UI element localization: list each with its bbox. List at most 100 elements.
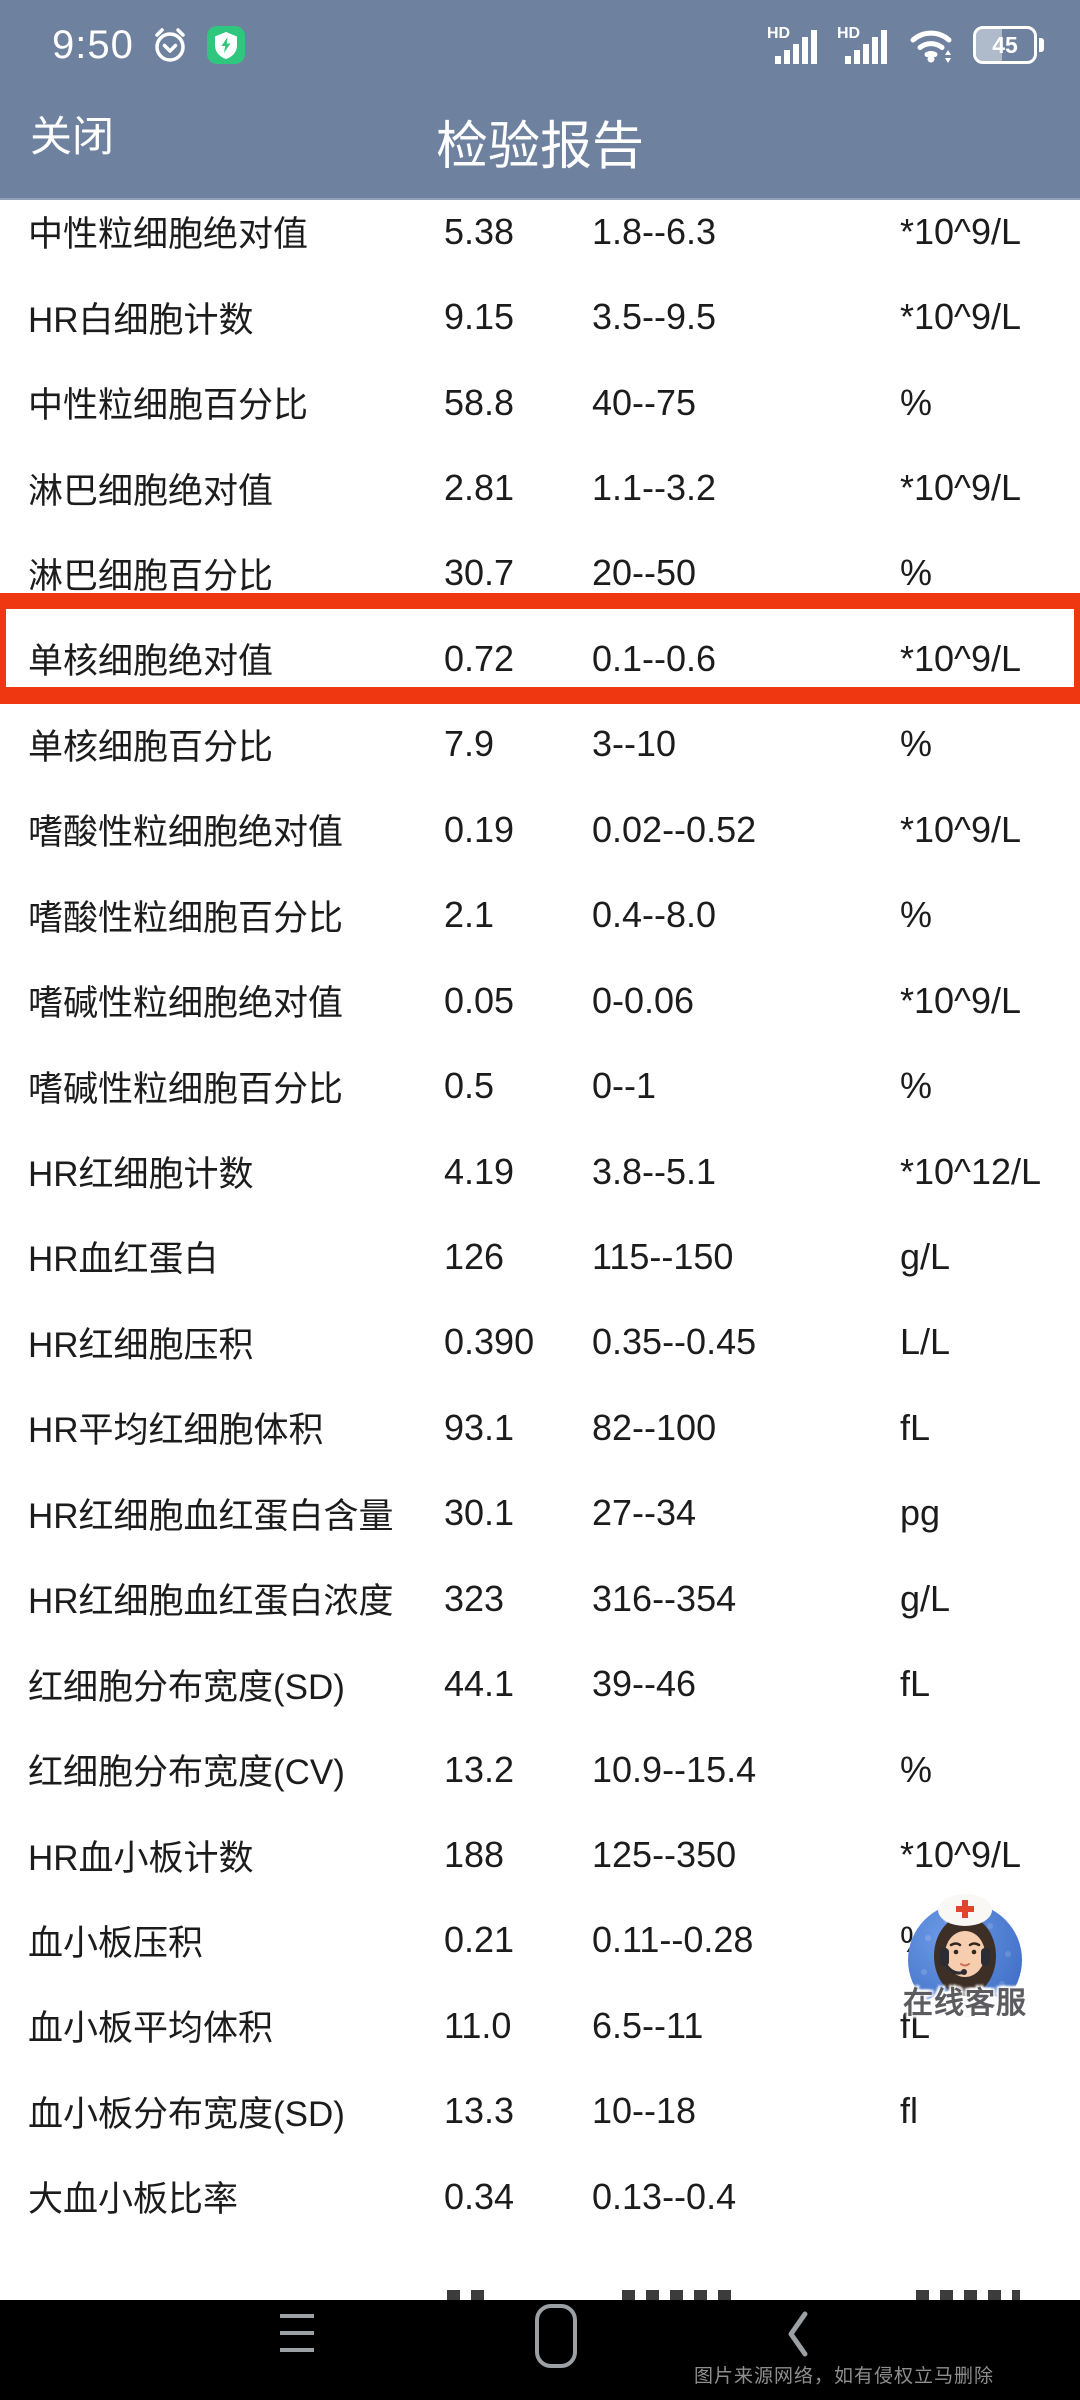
table-row[interactable]: HR红细胞血红蛋白含量 30.1 27--34 pg [0,1471,1080,1556]
reference-range: 3--10 [592,723,677,765]
test-value: 0.05 [444,979,515,1021]
test-unit: *10^9/L [900,1834,1021,1876]
table-row[interactable]: HR血小板计数 188 125--350 *10^9/L [0,1812,1080,1897]
table-row[interactable]: HR红细胞计数 4.19 3.8--5.1 *10^12/L [0,1129,1080,1214]
test-name: 淋巴细胞绝对值 [28,471,274,511]
table-row[interactable]: 嗜碱性粒细胞绝对值 0.05 0-0.06 *10^9/L [0,958,1080,1043]
table-row[interactable]: 中性粒细胞百分比 58.8 40--75 % [0,360,1080,445]
customer-service-button[interactable]: 在线客服 [898,1868,1032,2024]
test-name: 血小板压积 [28,1923,204,1963]
reference-range: 0.4--8.0 [592,894,717,936]
home-icon[interactable] [535,2304,577,2368]
test-unit: *10^9/L [900,296,1021,338]
table-row[interactable]: 嗜酸性粒细胞绝对值 0.19 0.02--0.52 *10^9/L [0,787,1080,872]
table-row[interactable]: 中性粒细胞绝对值 5.38 1.8--6.3 *10^9/L [0,189,1080,274]
page-title: 检验报告 [435,118,644,176]
test-value: 5.38 [444,210,515,252]
test-name: 嗜酸性粒细胞绝对值 [28,813,344,853]
reference-range: 0.13--0.4 [592,2175,737,2217]
test-unit: *10^9/L [900,979,1021,1021]
test-unit: % [900,894,933,936]
test-name: 红细胞分布宽度(SD) [28,1667,345,1707]
test-name: 嗜酸性粒细胞百分比 [28,898,344,938]
battery-nub [1039,38,1044,52]
test-name: HR平均红细胞体积 [28,1411,324,1451]
test-name: HR红细胞血红蛋白含量 [28,1496,394,1536]
app-header: 关闭 检验报告 [0,90,1080,200]
test-unit: % [900,1748,933,1790]
reference-range: 0.35--0.45 [592,1321,757,1363]
test-unit: fl [900,2090,918,2132]
test-name: 中性粒细胞百分比 [28,386,309,426]
recents-icon[interactable] [280,2314,314,2318]
test-unit: fL [900,1663,931,1705]
test-name: 淋巴细胞百分比 [28,556,274,596]
test-unit: % [900,381,933,423]
table-row[interactable]: HR红细胞压积 0.390 0.35--0.45 L/L [0,1300,1080,1385]
clipped-row [0,2290,1080,2300]
table-row[interactable]: 嗜碱性粒细胞百分比 0.5 0--1 % [0,1043,1080,1128]
back-icon[interactable] [786,2310,810,2358]
table-row[interactable]: 淋巴细胞百分比 30.7 20--50 % [0,531,1080,616]
table-row[interactable]: HR血红蛋白 126 115--150 g/L [0,1214,1080,1299]
test-name: HR血红蛋白 [28,1240,219,1280]
reference-range: 10--18 [592,2090,697,2132]
table-row[interactable]: HR平均红细胞体积 93.1 82--100 fL [0,1385,1080,1470]
status-bar: 9:50 HD HD [0,0,1080,90]
test-name: HR白细胞计数 [28,300,254,340]
test-unit: % [900,552,933,594]
test-name: 大血小板比率 [28,2180,239,2220]
test-value: 0.34 [444,2175,515,2217]
table-row[interactable]: 红细胞分布宽度(SD) 44.1 39--46 fL [0,1641,1080,1726]
reference-range: 0--1 [592,1065,657,1107]
close-button[interactable]: 关闭 [30,113,115,160]
test-name: HR红细胞压积 [28,1325,254,1365]
reference-range: 39--46 [592,1663,697,1705]
test-value: 2.81 [444,467,515,509]
clipped-unit-fragment [916,2290,1020,2300]
lab-report-table: 中性粒细胞绝对值 5.38 1.8--6.3 *10^9/L HR白细胞计数 9… [0,189,1080,2240]
table-row[interactable]: HR红细胞血红蛋白浓度 323 316--354 g/L [0,1556,1080,1641]
customer-service-label: 在线客服 [903,1987,1027,2020]
reference-range: 1.1--3.2 [592,467,717,509]
reference-range: 0.02--0.52 [592,808,757,850]
table-row-highlighted[interactable]: 单核细胞绝对值 0.72 0.1--0.6 *10^9/L [0,616,1080,701]
test-value: 13.2 [444,1748,515,1790]
alarm-clock-icon [155,28,185,62]
test-unit: % [900,723,933,765]
table-row[interactable]: 血小板压积 0.21 0.11--0.28 % [0,1898,1080,1983]
reference-range: 3.5--9.5 [592,296,717,338]
table-row[interactable]: 嗜酸性粒细胞百分比 2.1 0.4--8.0 % [0,873,1080,958]
test-name: HR红细胞计数 [28,1155,254,1195]
reference-range: 3.8--5.1 [592,1150,717,1192]
table-row[interactable]: 血小板平均体积 11.0 6.5--11 fL [0,1983,1080,2068]
table-row[interactable]: 淋巴细胞绝对值 2.81 1.1--3.2 *10^9/L [0,445,1080,530]
test-value: 44.1 [444,1663,515,1705]
test-value: 7.9 [444,723,495,765]
clipped-value-fragment [447,2290,489,2300]
test-unit: *10^9/L [900,210,1021,252]
table-row[interactable]: 大血小板比率 0.34 0.13--0.4 [0,2154,1080,2239]
test-value: 323 [444,1577,505,1619]
reference-range: 0.1--0.6 [592,637,717,679]
table-rows-container: 中性粒细胞绝对值 5.38 1.8--6.3 *10^9/L HR白细胞计数 9… [0,189,1080,2240]
test-unit: *10^12/L [900,1150,1042,1192]
test-value: 58.8 [444,381,515,423]
test-name: 血小板平均体积 [28,2009,274,2049]
test-unit: *10^9/L [900,637,1021,679]
test-unit: g/L [900,1235,951,1277]
table-row[interactable]: 血小板分布宽度(SD) 13.3 10--18 fl [0,2069,1080,2154]
status-bar-right: HD HD [767,24,1080,66]
reference-range: 40--75 [592,381,697,423]
svg-text:HD: HD [767,25,790,42]
test-unit: pg [900,1492,941,1534]
table-row[interactable]: HR白细胞计数 9.15 3.5--9.5 *10^9/L [0,274,1080,359]
test-value: 0.5 [444,1065,495,1107]
test-value: 0.19 [444,808,515,850]
table-row[interactable]: 红细胞分布宽度(CV) 13.2 10.9--15.4 % [0,1727,1080,1812]
table-row[interactable]: 单核细胞百分比 7.9 3--10 % [0,702,1080,787]
test-name: 中性粒细胞绝对值 [28,215,309,255]
test-unit: g/L [900,1577,951,1619]
sim1-signal-icon: HD [767,25,817,64]
